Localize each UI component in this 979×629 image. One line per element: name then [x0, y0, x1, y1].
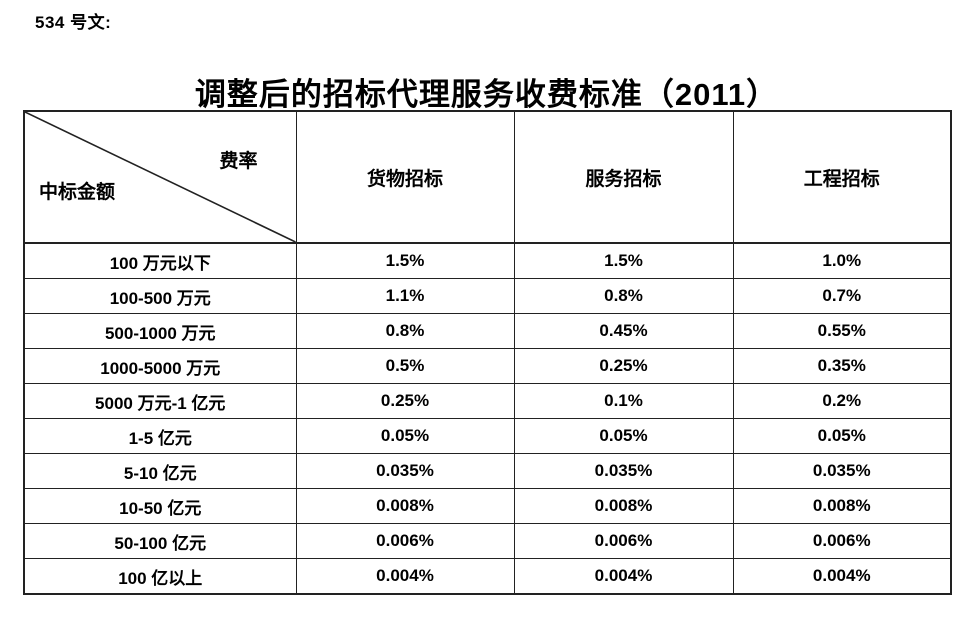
table-row: 1-5 亿元 0.05% 0.05% 0.05%	[23, 418, 952, 454]
rate-cell: 0.004%	[513, 558, 734, 595]
rate-cell: 0.35%	[732, 348, 952, 384]
rate-cell: 1.5%	[513, 242, 734, 279]
amount-cell: 5000 万元-1 亿元	[23, 383, 297, 419]
amount-cell: 1-5 亿元	[23, 418, 297, 454]
table-row: 100-500 万元 1.1% 0.8% 0.7%	[23, 278, 952, 314]
rate-cell: 0.2%	[732, 383, 952, 419]
amount-cell: 100-500 万元	[23, 278, 297, 314]
rate-cell: 0.8%	[295, 313, 515, 349]
table-body: 100 万元以下 1.5% 1.5% 1.0% 100-500 万元 1.1% …	[23, 242, 952, 595]
corner-label-fee-rate: 费率	[219, 151, 258, 172]
amount-cell: 100 万元以下	[23, 242, 297, 279]
rate-cell: 0.008%	[513, 488, 734, 524]
rate-cell: 0.035%	[295, 453, 515, 489]
rate-cell: 0.004%	[295, 558, 515, 595]
table-row: 5000 万元-1 亿元 0.25% 0.1% 0.2%	[23, 383, 952, 419]
table-row: 1000-5000 万元 0.5% 0.25% 0.35%	[23, 348, 952, 384]
rate-cell: 0.006%	[513, 523, 734, 559]
rate-cell: 0.25%	[295, 383, 515, 419]
column-header-engineering: 工程招标	[732, 110, 952, 244]
rate-cell: 0.7%	[732, 278, 952, 314]
table-row: 10-50 亿元 0.008% 0.008% 0.008%	[23, 488, 952, 524]
rate-cell: 1.5%	[295, 242, 515, 279]
rate-cell: 0.004%	[732, 558, 952, 595]
doc-number-label: 534 号文:	[35, 13, 112, 32]
page-title: 调整后的招标代理服务收费标准（2011）	[194, 76, 779, 112]
rate-cell: 0.45%	[513, 313, 734, 349]
rate-cell: 0.05%	[732, 418, 952, 454]
rate-cell: 0.55%	[732, 313, 952, 349]
amount-cell: 1000-5000 万元	[23, 348, 297, 384]
rate-cell: 0.8%	[513, 278, 734, 314]
fee-rate-table: 费率 中标金额 货物招标 服务招标 工程招标 100 万元以下 1.5% 1.5…	[23, 110, 952, 595]
column-header-services: 服务招标	[513, 110, 734, 244]
rate-cell: 0.1%	[513, 383, 734, 419]
amount-cell: 100 亿以上	[23, 558, 297, 595]
rate-cell: 0.25%	[513, 348, 734, 384]
rate-cell: 0.05%	[513, 418, 734, 454]
corner-label-bid-amount: 中标金额	[39, 182, 116, 203]
table-row: 100 万元以下 1.5% 1.5% 1.0%	[23, 242, 952, 279]
amount-cell: 50-100 亿元	[23, 523, 297, 559]
amount-cell: 500-1000 万元	[23, 313, 297, 349]
rate-cell: 0.035%	[732, 453, 952, 489]
rate-cell: 0.006%	[732, 523, 952, 559]
rate-cell: 1.0%	[732, 242, 952, 279]
column-header-goods: 货物招标	[295, 110, 515, 244]
rate-cell: 1.1%	[295, 278, 515, 314]
amount-cell: 10-50 亿元	[23, 488, 297, 524]
table-row: 500-1000 万元 0.8% 0.45% 0.55%	[23, 313, 952, 349]
amount-cell: 5-10 亿元	[23, 453, 297, 489]
table-row: 50-100 亿元 0.006% 0.006% 0.006%	[23, 523, 952, 559]
rate-cell: 0.05%	[295, 418, 515, 454]
table-row: 100 亿以上 0.004% 0.004% 0.004%	[23, 558, 952, 595]
rate-cell: 0.5%	[295, 348, 515, 384]
corner-header-cell: 费率 中标金额	[23, 110, 297, 244]
rate-cell: 0.006%	[295, 523, 515, 559]
header-row: 费率 中标金额 货物招标 服务招标 工程招标	[23, 110, 952, 244]
diagonal-divider-line	[25, 112, 296, 242]
table-row: 5-10 亿元 0.035% 0.035% 0.035%	[23, 453, 952, 489]
rate-cell: 0.035%	[513, 453, 734, 489]
rate-cell: 0.008%	[732, 488, 952, 524]
rate-cell: 0.008%	[295, 488, 515, 524]
